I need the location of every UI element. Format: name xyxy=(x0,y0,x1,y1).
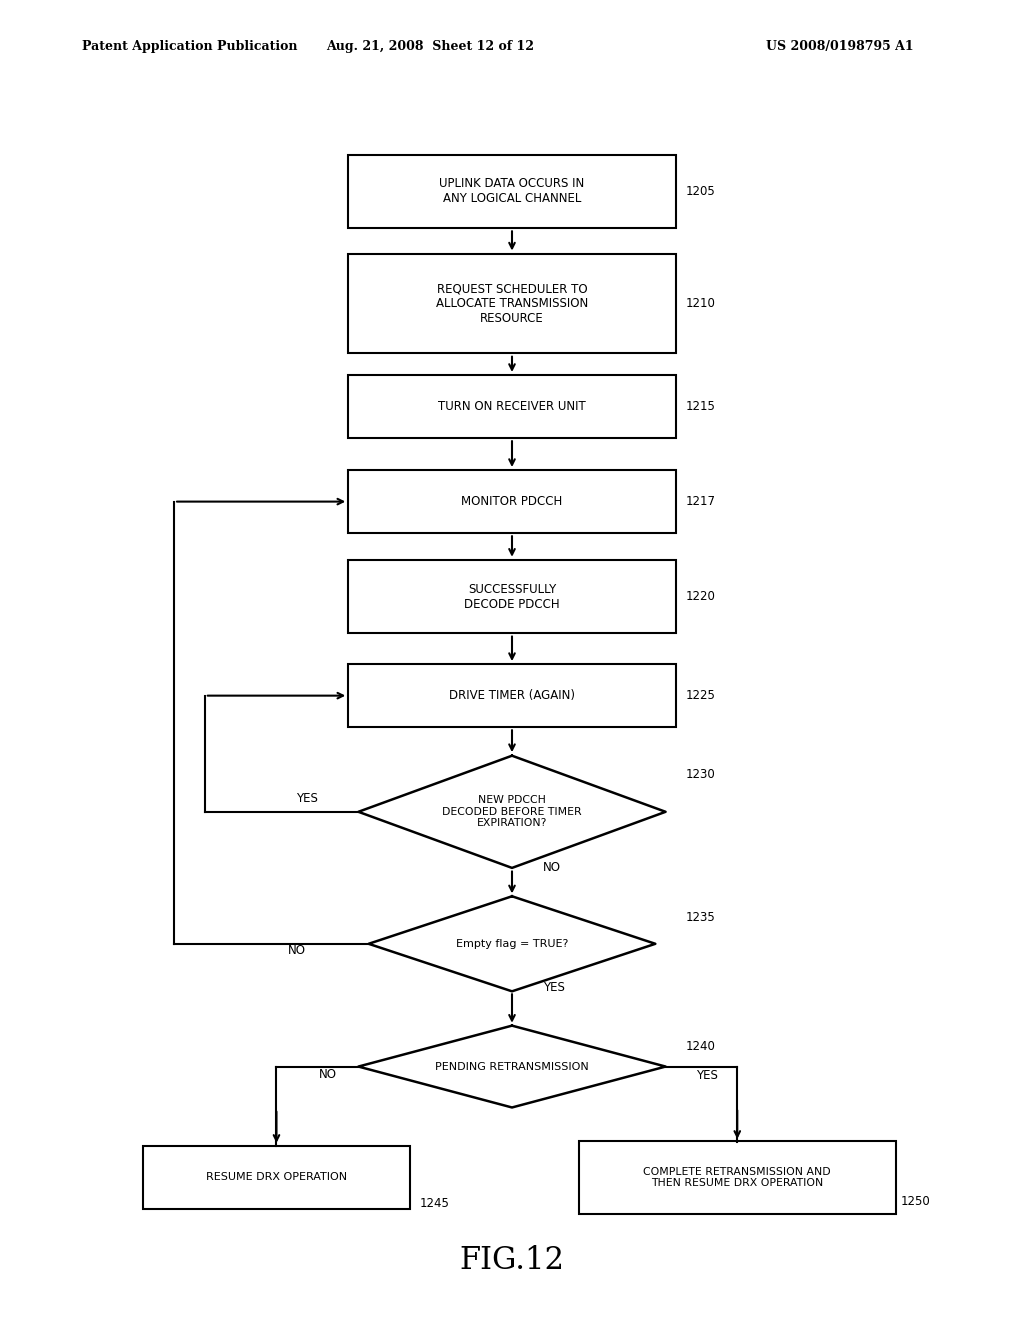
Text: YES: YES xyxy=(296,792,318,805)
FancyBboxPatch shape xyxy=(348,560,676,632)
Text: REQUEST SCHEDULER TO
ALLOCATE TRANSMISSION
RESOURCE: REQUEST SCHEDULER TO ALLOCATE TRANSMISSI… xyxy=(436,282,588,325)
Text: 1205: 1205 xyxy=(686,185,716,198)
Text: NO: NO xyxy=(288,944,306,957)
FancyBboxPatch shape xyxy=(579,1140,896,1214)
Text: 1217: 1217 xyxy=(686,495,716,508)
Text: 1230: 1230 xyxy=(686,768,716,781)
Text: 1210: 1210 xyxy=(686,297,716,310)
Text: 1250: 1250 xyxy=(901,1195,931,1208)
Text: Empty flag = TRUE?: Empty flag = TRUE? xyxy=(456,939,568,949)
Text: US 2008/0198795 A1: US 2008/0198795 A1 xyxy=(766,40,913,53)
Text: 1220: 1220 xyxy=(686,590,716,603)
FancyBboxPatch shape xyxy=(348,470,676,533)
Text: NO: NO xyxy=(318,1068,337,1081)
FancyBboxPatch shape xyxy=(143,1146,410,1209)
FancyBboxPatch shape xyxy=(348,375,676,438)
Text: UPLINK DATA OCCURS IN
ANY LOGICAL CHANNEL: UPLINK DATA OCCURS IN ANY LOGICAL CHANNE… xyxy=(439,177,585,206)
Text: DRIVE TIMER (AGAIN): DRIVE TIMER (AGAIN) xyxy=(449,689,575,702)
Text: YES: YES xyxy=(543,981,564,994)
Text: SUCCESSFULLY
DECODE PDCCH: SUCCESSFULLY DECODE PDCCH xyxy=(464,582,560,611)
Text: FIG.12: FIG.12 xyxy=(460,1245,564,1276)
Text: 1235: 1235 xyxy=(686,911,716,924)
Text: Aug. 21, 2008  Sheet 12 of 12: Aug. 21, 2008 Sheet 12 of 12 xyxy=(326,40,535,53)
Text: RESUME DRX OPERATION: RESUME DRX OPERATION xyxy=(206,1172,347,1183)
FancyBboxPatch shape xyxy=(348,253,676,352)
Text: TURN ON RECEIVER UNIT: TURN ON RECEIVER UNIT xyxy=(438,400,586,413)
Text: 1225: 1225 xyxy=(686,689,716,702)
FancyBboxPatch shape xyxy=(348,154,676,227)
Text: NEW PDCCH
DECODED BEFORE TIMER
EXPIRATION?: NEW PDCCH DECODED BEFORE TIMER EXPIRATIO… xyxy=(442,795,582,829)
Text: NO: NO xyxy=(543,861,561,874)
Text: Patent Application Publication: Patent Application Publication xyxy=(82,40,297,53)
FancyBboxPatch shape xyxy=(348,664,676,727)
Text: YES: YES xyxy=(696,1069,718,1082)
Text: 1240: 1240 xyxy=(686,1040,716,1053)
Text: 1215: 1215 xyxy=(686,400,716,413)
Text: MONITOR PDCCH: MONITOR PDCCH xyxy=(462,495,562,508)
Text: COMPLETE RETRANSMISSION AND
THEN RESUME DRX OPERATION: COMPLETE RETRANSMISSION AND THEN RESUME … xyxy=(643,1167,831,1188)
Text: PENDING RETRANSMISSION: PENDING RETRANSMISSION xyxy=(435,1061,589,1072)
Text: 1245: 1245 xyxy=(420,1197,450,1210)
